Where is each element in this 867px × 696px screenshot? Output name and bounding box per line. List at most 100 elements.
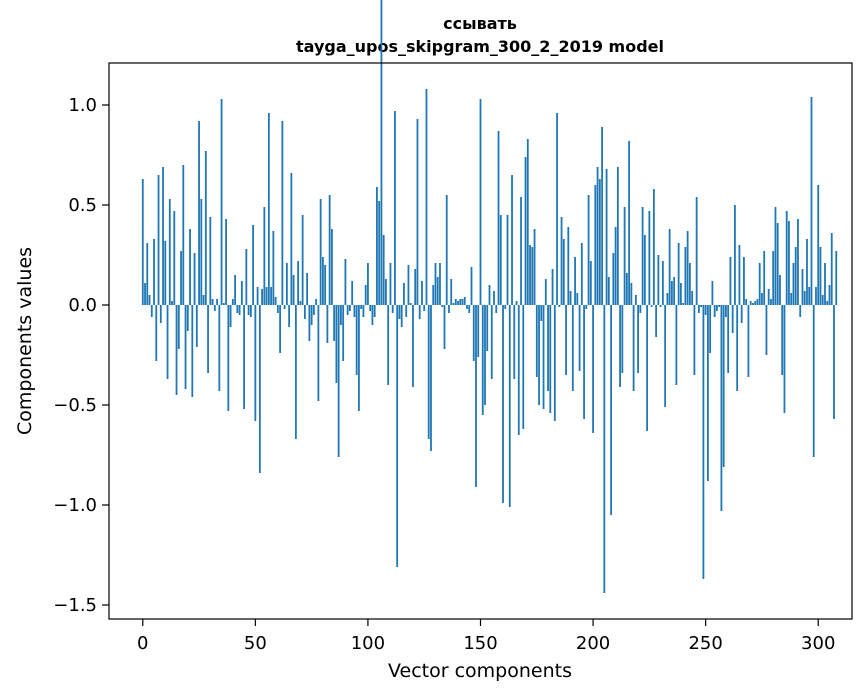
bar <box>547 305 549 391</box>
bar <box>461 299 464 305</box>
bar <box>294 305 297 439</box>
x-tick-label: 0 <box>137 633 148 654</box>
bar <box>488 285 491 305</box>
bar <box>274 297 277 305</box>
plot-frame <box>108 62 853 620</box>
bar <box>761 293 763 305</box>
y-tick-label: −1.0 <box>53 495 97 516</box>
bar <box>425 89 428 305</box>
bar <box>301 215 304 305</box>
bar <box>824 263 826 305</box>
bar <box>677 243 680 305</box>
bar <box>319 199 322 305</box>
bar <box>407 265 410 305</box>
bar <box>229 305 232 327</box>
bar <box>265 287 268 305</box>
bar <box>610 305 612 515</box>
bar <box>389 263 392 305</box>
bar <box>612 253 615 305</box>
bar <box>707 305 709 481</box>
bar <box>459 299 462 305</box>
bar <box>589 261 592 305</box>
bar <box>213 305 216 311</box>
bar <box>290 173 293 305</box>
bar <box>477 305 480 357</box>
bar <box>234 275 236 305</box>
bar <box>747 305 750 377</box>
bar <box>231 299 234 305</box>
bar <box>312 305 315 315</box>
bar <box>673 277 676 305</box>
bar-group <box>141 0 838 593</box>
bar <box>344 259 347 305</box>
bar <box>436 277 439 305</box>
bar <box>675 305 678 385</box>
bar <box>513 305 516 379</box>
bar <box>549 305 552 413</box>
bar <box>558 305 561 307</box>
bar <box>157 175 160 305</box>
bar <box>756 299 759 305</box>
bar <box>772 251 775 305</box>
bar <box>349 305 351 311</box>
bar <box>454 299 457 305</box>
bar <box>639 305 642 313</box>
bar <box>369 305 372 311</box>
chart-title: ссывать <box>443 14 517 33</box>
bar <box>592 305 594 433</box>
bar <box>806 239 808 305</box>
bar <box>587 195 590 305</box>
bar <box>794 247 797 305</box>
bar <box>200 199 203 305</box>
bar <box>650 305 653 307</box>
bar <box>810 97 813 305</box>
bar <box>619 305 621 387</box>
bar <box>391 305 394 313</box>
bar <box>833 305 835 419</box>
bar <box>776 223 779 305</box>
bar <box>637 305 640 373</box>
bar <box>779 275 781 305</box>
bar <box>616 167 619 305</box>
bar <box>315 299 318 305</box>
bar <box>808 287 811 305</box>
bar <box>524 157 527 305</box>
bar <box>664 305 667 407</box>
bar <box>153 239 155 305</box>
bar <box>486 305 489 351</box>
bar <box>434 263 437 305</box>
bar <box>317 305 320 401</box>
bar <box>508 305 511 507</box>
y-tick-label: −1.5 <box>53 595 97 616</box>
bar <box>533 229 536 305</box>
bar <box>479 99 482 305</box>
bar <box>243 305 245 409</box>
bar <box>821 295 824 305</box>
y-tick-label: 0.5 <box>68 195 97 216</box>
bar <box>378 201 381 305</box>
bar <box>195 305 198 347</box>
bar <box>594 185 597 305</box>
bar <box>803 291 806 305</box>
bar <box>475 305 477 487</box>
bar <box>150 305 153 317</box>
bar <box>288 305 291 327</box>
bar <box>603 305 606 593</box>
bar <box>641 207 644 305</box>
bar <box>292 275 295 305</box>
bar <box>351 281 354 305</box>
x-axis-ticks: 0 50 100 150 200 250 300 <box>137 619 835 654</box>
bar <box>682 303 685 305</box>
bar <box>267 113 270 305</box>
bar <box>670 281 673 305</box>
bar <box>175 305 178 395</box>
bar <box>783 305 786 413</box>
bar <box>177 305 180 349</box>
bar <box>770 299 772 305</box>
bar <box>193 253 196 305</box>
bar <box>504 305 507 309</box>
bar <box>245 249 248 305</box>
bar <box>553 305 556 421</box>
bar <box>544 279 547 305</box>
bar <box>414 269 417 305</box>
